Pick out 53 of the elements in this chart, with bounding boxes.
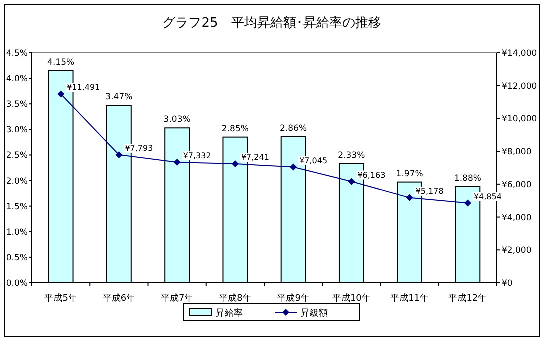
- point: [464, 200, 472, 207]
- title: グラフ25 平均昇給額･昇給率の推移: [162, 16, 382, 31]
- y2-tick-label: ¥8,000: [502, 148, 532, 158]
- x-tick-label: 平成12年: [448, 293, 488, 304]
- y2-tick-label: ¥12,000: [502, 82, 538, 92]
- x-tick-label: 平成6年: [102, 293, 136, 304]
- data-label: ¥11,491: [67, 83, 100, 92]
- point: [290, 164, 298, 171]
- y-tick-label: 0.0%: [6, 279, 28, 289]
- point: [116, 151, 123, 158]
- point: [348, 178, 356, 186]
- y-tick-label: 2.0%: [6, 176, 28, 187]
- data-label: 3.03%: [164, 115, 191, 126]
- x-tick-label: 平成11年: [390, 293, 430, 304]
- y-tick-label: 1.5%: [6, 202, 28, 212]
- point: [406, 194, 414, 202]
- y2-tick-label: ¥2,000: [502, 246, 532, 256]
- data-label: 1.88%: [454, 174, 482, 184]
- data-label: ¥5,178: [416, 186, 444, 196]
- y-tick-label: 4.0%: [6, 74, 28, 85]
- legend-label: 昇級額: [301, 308, 328, 319]
- x-tick-label: 平成9年: [277, 293, 310, 304]
- x-tick-label: 平成10年: [332, 293, 371, 304]
- data-label: 2.85%: [222, 124, 249, 134]
- data-label: 2.33%: [338, 150, 366, 161]
- data-label: ¥6,163: [358, 170, 386, 180]
- y2-tick-label: ¥4,000: [502, 213, 532, 224]
- y-tick-label: 3.5%: [6, 100, 28, 110]
- data-label: ¥7,045: [300, 156, 328, 166]
- y-tick-label: 2.5%: [6, 151, 28, 162]
- y2-tick-label: ¥14,000: [502, 49, 538, 59]
- data-label: ¥7,241: [241, 153, 270, 162]
- y2-tick-label: ¥10,000: [502, 114, 538, 125]
- x-tick-label: 平成5年: [44, 293, 78, 304]
- data-label: 4.15%: [48, 58, 75, 68]
- legend-label: 昇給率: [216, 308, 243, 319]
- y2-tick-label: ¥6,000: [502, 180, 532, 190]
- point: [58, 90, 65, 98]
- data-label: ¥7,793: [125, 144, 154, 153]
- y-tick-label: 1.0%: [6, 228, 28, 238]
- y-tick-label: 3.0%: [6, 126, 28, 136]
- data-label: 2.86%: [280, 124, 308, 134]
- point: [174, 159, 181, 166]
- data-label: ¥4,854: [474, 192, 502, 202]
- y-tick-label: 0.5%: [6, 253, 28, 264]
- data-label: 3.47%: [106, 92, 133, 103]
- point: [232, 160, 239, 168]
- y2-tick-label: ¥0: [502, 279, 513, 289]
- x-tick-label: 平成8年: [219, 293, 252, 304]
- data-label: 1.97%: [396, 169, 424, 180]
- x-tick-label: 平成7年: [160, 293, 194, 304]
- data-label: ¥7,332: [183, 152, 212, 161]
- y-tick-label: 4.5%: [6, 49, 28, 59]
